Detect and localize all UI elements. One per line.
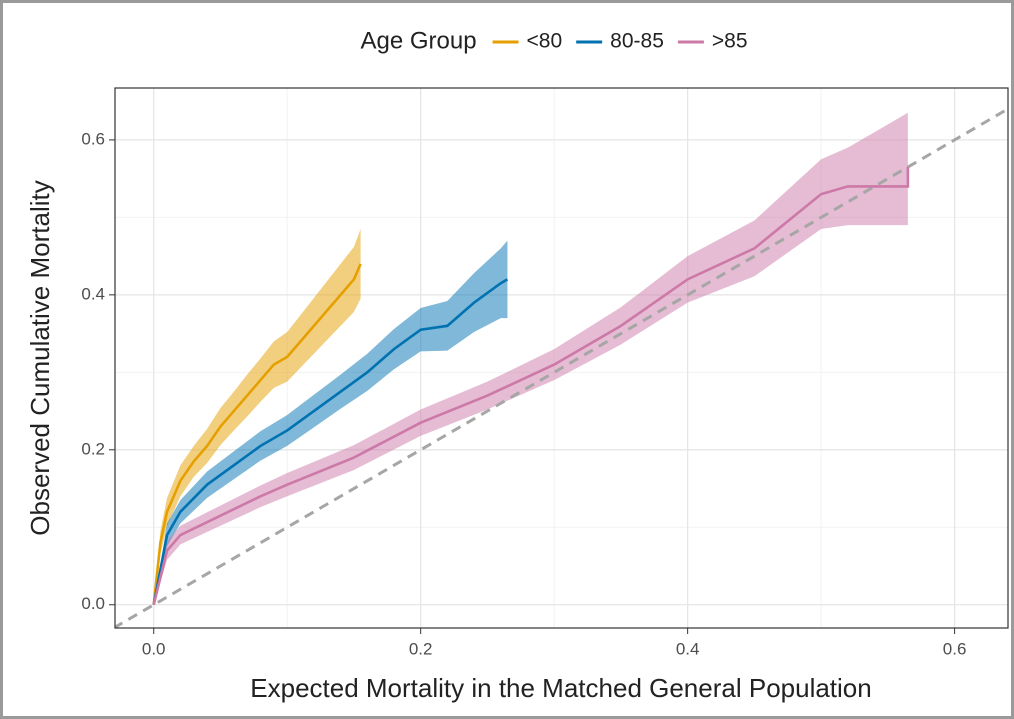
y-tick-label: 0.4 bbox=[81, 284, 105, 303]
confidence-band bbox=[153, 229, 361, 605]
legend-title: Age Group bbox=[360, 27, 476, 54]
x-tick-label: 0.0 bbox=[142, 639, 166, 658]
legend-label: 80-85 bbox=[610, 30, 664, 53]
y-axis-title: Observed Cumulative Mortality bbox=[25, 180, 55, 535]
legend-label: <80 bbox=[527, 30, 563, 53]
y-tick-label: 0.2 bbox=[81, 439, 105, 458]
plot-marks bbox=[115, 107, 1008, 628]
legend: Age Group <80 80-85 >85 bbox=[360, 27, 747, 54]
series-line bbox=[152, 263, 362, 605]
x-axis-title: Expected Mortality in the Matched Genera… bbox=[250, 673, 871, 703]
panel-border bbox=[114, 87, 1009, 629]
series-line bbox=[152, 278, 509, 606]
x-tick-label: 0.6 bbox=[943, 639, 967, 658]
reference-line bbox=[115, 107, 1008, 628]
axes: 0.0 0.2 0.4 0.6 0.0 0.2 0.4 0.6 bbox=[81, 129, 966, 658]
x-tick-label: 0.4 bbox=[676, 639, 700, 658]
legend-label: >85 bbox=[712, 30, 748, 53]
confidence-band bbox=[153, 112, 908, 605]
y-tick-label: 0.0 bbox=[81, 594, 105, 613]
y-tick-label: 0.6 bbox=[81, 129, 105, 148]
series-line bbox=[152, 167, 910, 606]
x-tick-label: 0.2 bbox=[409, 639, 433, 658]
